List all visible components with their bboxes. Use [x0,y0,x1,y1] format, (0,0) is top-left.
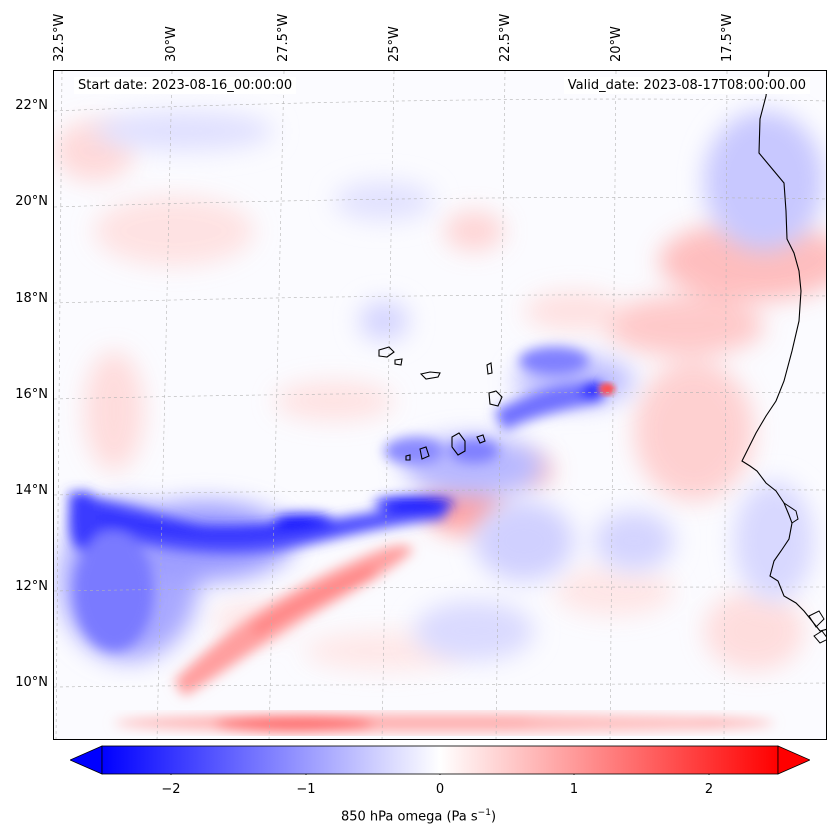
strong-ascent-band [69,491,454,651]
boa-vista-island [488,390,503,407]
bottom-red-strip [114,714,774,732]
sal-island [486,362,493,375]
colorbar-gradient [101,745,779,775]
lon-tick-25w: 25°W [387,26,402,62]
colorbar-label-close: ) [490,809,497,825]
red-spot-16n [599,383,615,395]
valid-date-label: Valid_date: 2023-08-17T08:00:00.00 [563,77,810,94]
santiago-island [451,432,466,456]
lat-tick-10n: 10°N [15,675,48,690]
colorbar-tick-2: 2 [704,782,714,797]
colorbar [69,745,811,778]
lon-tick-30w: 30°W [164,26,179,62]
diagonal-subsidence-band [174,545,414,696]
colorbar-max-extend [777,745,811,775]
colorbar-label-exponent: −1 [477,808,491,818]
sao-vicente-island [394,358,403,366]
colorbar-tick-1: 1 [569,782,579,797]
lon-tick-32-5w: 32.5°W [52,13,67,62]
lat-tick-12n: 12°N [15,579,48,594]
graticule [54,71,826,739]
sao-nicolau-island [419,371,441,380]
cape-verde-islands [378,346,503,461]
santo-antao-island [378,346,395,358]
maio-island [476,434,486,444]
lat-tick-18n: 18°N [15,291,48,306]
ascent-streak-16n [384,347,604,465]
colorbar-label: 850 hPa omega (Pa s−1) [0,808,837,824]
colorbar-tick-0: 0 [435,782,445,797]
fogo-island [419,446,430,460]
lat-tick-16n: 16°N [15,387,48,402]
omega-field-map [54,71,826,739]
colorbar-tick-minus1: −1 [296,782,316,797]
colorbar-tick-minus2: −2 [161,782,181,797]
brava-island [405,454,411,461]
lon-tick-22-5w: 22.5°W [498,13,513,62]
gambia-estuary [783,502,799,524]
colorbar-svg [69,745,811,778]
lat-tick-20n: 20°N [15,194,48,209]
bijagos-islands [808,610,826,644]
lat-tick-14n: 14°N [15,483,48,498]
coastline-west-africa [741,71,826,632]
map-panel[interactable]: Start date: 2023-08-16_00:00:00 Valid_da… [53,70,827,740]
lon-tick-17-5w: 17.5°W [720,13,735,62]
lon-tick-27-5w: 27.5°W [276,13,291,62]
start-date-label: Start date: 2023-08-16_00:00:00 [74,77,297,94]
lat-tick-22n: 22°N [15,98,48,113]
lon-tick-20w: 20°W [609,26,624,62]
colorbar-min-extend [69,745,103,775]
colorbar-label-text: 850 hPa omega (Pa s [340,809,478,825]
